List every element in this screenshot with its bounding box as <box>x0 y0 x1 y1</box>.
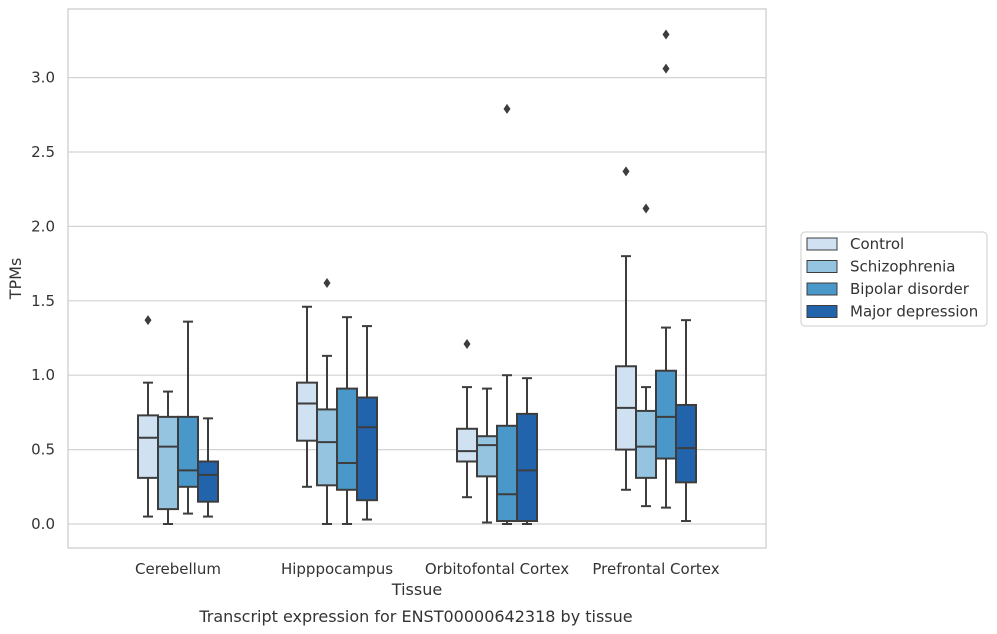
box-schizophrenia <box>635 203 657 508</box>
legend-label: Major depression <box>850 303 978 321</box>
plot-frame <box>67 8 767 549</box>
legend-swatch <box>806 305 838 318</box>
box-major-depression <box>197 417 219 518</box>
iqr-box <box>157 415 179 511</box>
box-schizophrenia <box>157 390 179 525</box>
box-bipolar-disorder <box>177 320 199 515</box>
box-control <box>296 305 318 488</box>
outlier-marker <box>323 277 331 288</box>
y-tick-label: 2.5 <box>31 143 55 161</box>
box-bipolar-disorder <box>496 103 518 525</box>
legend-swatch <box>806 237 838 251</box>
box-bipolar-disorder <box>336 316 358 525</box>
chart-caption: Transcript expression for ENST0000064231… <box>198 607 632 626</box>
box-major-depression <box>356 325 378 521</box>
legend-label: Control <box>850 235 904 253</box>
outlier-marker <box>463 338 471 349</box>
box-control <box>137 315 159 518</box>
legend-swatch <box>806 282 838 296</box>
iqr-box <box>137 414 159 479</box>
legend-label: Bipolar disorder <box>850 280 970 298</box>
x-axis-title: Tissue <box>391 580 442 599</box>
iqr-box <box>197 460 219 503</box>
box-bipolar-disorder <box>655 29 677 509</box>
outlier-marker <box>622 166 630 177</box>
iqr-box <box>456 427 478 463</box>
legend-swatch <box>806 260 838 273</box>
x-tick-label: Hipppocampus <box>281 560 393 578</box>
iqr-box <box>356 396 378 502</box>
x-tick-label: Cerebellum <box>135 560 221 578</box>
outlier-marker <box>144 315 152 326</box>
iqr-box <box>675 403 697 484</box>
y-tick-label: 0.5 <box>31 441 55 459</box>
box-series <box>137 29 697 525</box>
outlier-marker <box>662 29 670 40</box>
y-tick-label: 0.0 <box>31 515 55 533</box>
iqr-box <box>496 424 518 523</box>
y-tick-labels: 0.0 0.5 1.0 1.5 2.0 2.5 3.0 <box>31 69 55 533</box>
y-tick-label: 3.0 <box>31 69 55 87</box>
iqr-box <box>316 408 338 487</box>
x-tick-labels: Cerebellum Hipppocampus Orbitofontal Corte… <box>135 560 720 578</box>
iqr-box <box>516 412 538 523</box>
iqr-box <box>336 387 358 491</box>
iqr-box <box>476 435 498 478</box>
legend-frame <box>800 231 988 327</box>
y-tick-label: 1.5 <box>31 292 55 310</box>
iqr-box <box>655 369 677 460</box>
iqr-box <box>635 409 657 479</box>
y-axis-title: TPMs <box>6 258 25 301</box>
iqr-box <box>296 381 318 442</box>
y-tick-label: 1.0 <box>31 366 55 384</box>
legend-label: Schizophrenia <box>850 258 955 276</box>
box-schizophrenia <box>476 387 498 524</box>
box-schizophrenia <box>316 277 338 525</box>
x-tick-label: Prefrontal Cortex <box>592 560 719 578</box>
box-control <box>456 338 478 499</box>
box-major-depression <box>675 319 697 523</box>
outlier-marker <box>662 63 670 74</box>
x-tick-label: Orbitofontal Cortex <box>425 560 569 578</box>
iqr-box <box>177 415 199 488</box>
legend: Control Schizophrenia Bipolar disorder Majo… <box>800 231 988 327</box>
outlier-marker <box>503 103 511 114</box>
y-tick-label: 2.0 <box>31 217 55 235</box>
outlier-marker <box>642 203 650 214</box>
box-major-depression <box>516 377 538 525</box>
box-control <box>615 166 637 491</box>
